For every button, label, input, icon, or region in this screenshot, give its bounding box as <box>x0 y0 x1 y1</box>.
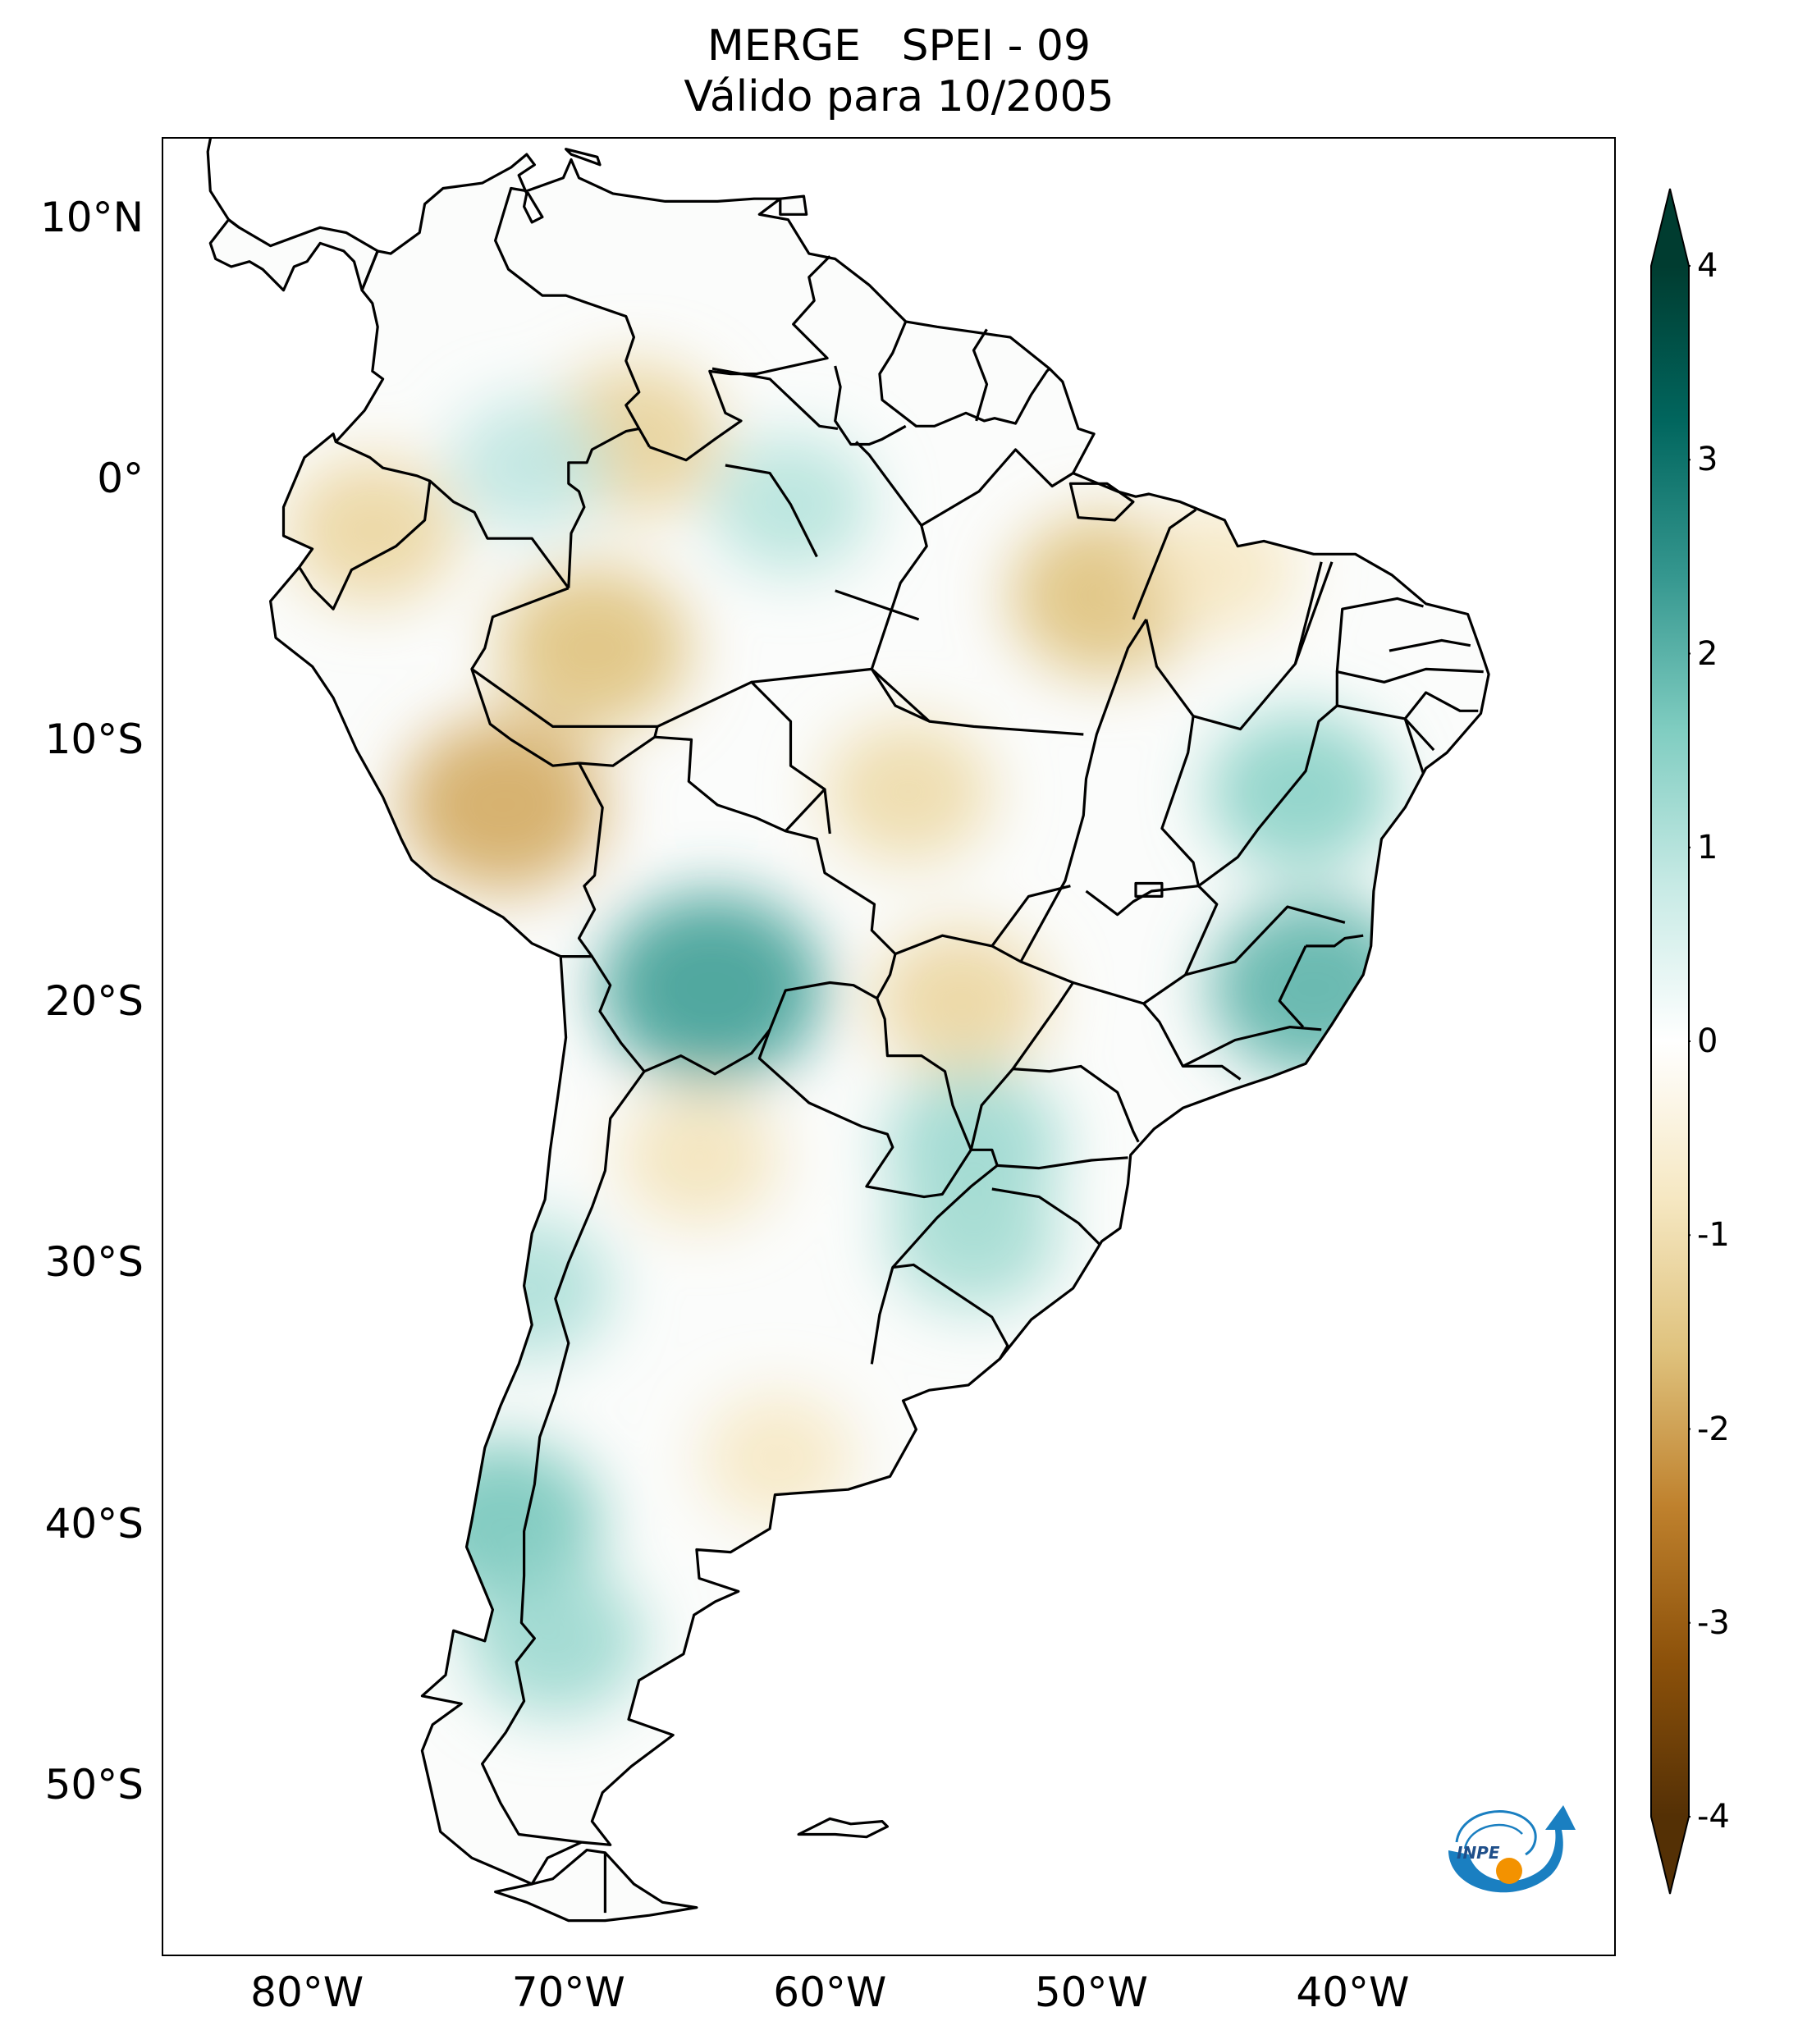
coastline <box>565 148 602 167</box>
political-border <box>1335 667 1484 706</box>
lon-tick-label: 70°W <box>511 1969 625 2016</box>
political-border <box>1073 981 1242 1081</box>
political-border <box>1389 638 1471 652</box>
political-border <box>567 427 640 588</box>
coastline <box>797 1817 889 1839</box>
political-border <box>591 955 646 1072</box>
political-border <box>560 762 604 958</box>
political-border <box>876 953 897 999</box>
political-border <box>1293 561 1334 665</box>
political-border <box>470 668 658 728</box>
dry-region <box>400 718 606 892</box>
map-panel <box>162 137 1616 1956</box>
political-border <box>1142 885 1219 1005</box>
political-border <box>643 1028 972 1199</box>
coastline <box>206 139 240 229</box>
political-border <box>1185 905 1346 976</box>
political-border <box>1019 619 1148 963</box>
dry-region <box>499 567 690 729</box>
political-border <box>1306 934 1364 948</box>
colorbar-tick-label: -2 <box>1697 1410 1730 1448</box>
political-border <box>834 365 907 446</box>
colorbar-min-extend <box>1651 1817 1689 1894</box>
dry-region <box>286 457 459 604</box>
political-border <box>335 440 570 589</box>
political-border <box>1192 561 1323 731</box>
lon-tick-label: 40°W <box>1296 1969 1410 2016</box>
political-border <box>855 441 931 723</box>
political-border <box>891 1148 999 1269</box>
political-border <box>920 448 1074 527</box>
political-border <box>751 667 1084 736</box>
dry-region <box>620 1091 778 1225</box>
coastline <box>779 194 808 216</box>
political-border <box>878 321 1051 428</box>
political-border <box>870 1263 1009 1365</box>
dry-region <box>875 927 1047 1074</box>
political-border <box>1403 718 1425 775</box>
wet-region <box>446 1217 613 1360</box>
political-border <box>972 328 989 422</box>
dry-region <box>825 720 992 863</box>
political-border <box>1403 691 1479 720</box>
political-border <box>1278 945 1307 1028</box>
map-title-line2: Válido para 10/2005 <box>684 72 1114 121</box>
lat-tick-label: 50°S <box>44 1761 144 1809</box>
federal-district-border <box>1134 881 1164 898</box>
political-border <box>969 1064 1140 1150</box>
coastline <box>269 153 1490 1886</box>
logo-text: INPE <box>1457 1843 1500 1863</box>
map-title-line1: MERGE SPEI - 09 <box>707 21 1091 71</box>
colorbar-tick-label: -3 <box>1697 1603 1730 1642</box>
map-canvas <box>206 139 1490 1923</box>
coastline <box>494 1849 698 1923</box>
political-border <box>494 186 651 448</box>
coastline <box>208 218 379 292</box>
colorbar-tick-label: 0 <box>1697 1022 1718 1060</box>
colorbar-max-extend <box>1651 189 1689 266</box>
inpe-logo-icon: INPE <box>1448 1805 1576 1893</box>
lat-tick-label: 40°S <box>44 1499 144 1548</box>
political-border <box>711 367 839 430</box>
lat-tick-label: 10°N <box>39 193 144 241</box>
wet-region <box>1207 712 1393 871</box>
political-border <box>1335 597 1424 672</box>
political-border <box>991 1187 1100 1246</box>
political-border <box>835 589 920 621</box>
colorbar-tick-label: -4 <box>1697 1798 1730 1836</box>
lon-tick-label: 50°W <box>1034 1969 1148 2016</box>
dry-region <box>701 1392 854 1524</box>
dry-region <box>1146 505 1299 635</box>
political-border <box>1085 885 1199 917</box>
colorbar-tick-label: 2 <box>1697 634 1718 673</box>
political-border <box>725 464 818 558</box>
political-border <box>1132 508 1197 620</box>
political-border <box>823 789 831 835</box>
political-border <box>768 981 972 1150</box>
colorbar-tick-label: 4 <box>1697 247 1718 285</box>
political-border <box>470 587 579 767</box>
lat-tick-label: 10°S <box>44 716 144 764</box>
colorbar-tick-label: -1 <box>1697 1216 1730 1255</box>
lat-tick-label: 20°S <box>44 976 144 1025</box>
wet-region <box>888 1163 1060 1310</box>
political-border <box>997 1156 1128 1170</box>
colorbar <box>1650 188 1690 1895</box>
wet-region <box>451 398 608 533</box>
coastline <box>1068 482 1135 522</box>
wet-region <box>467 1566 644 1717</box>
colorbar-gradient <box>1651 266 1689 1817</box>
political-border <box>481 1070 646 1844</box>
colorbar-tick-label: 1 <box>1697 828 1718 867</box>
lat-tick-label: 0° <box>97 454 144 502</box>
political-border <box>1145 619 1338 888</box>
political-border <box>298 480 432 610</box>
colorbar-tick-label: 3 <box>1697 441 1718 479</box>
wet-region <box>600 893 824 1083</box>
political-border <box>1182 1026 1322 1068</box>
political-border <box>991 885 1071 947</box>
lon-tick-label: 60°W <box>773 1969 887 2016</box>
lat-tick-label: 30°S <box>44 1238 144 1287</box>
lon-tick-label: 80°W <box>250 1969 364 2016</box>
